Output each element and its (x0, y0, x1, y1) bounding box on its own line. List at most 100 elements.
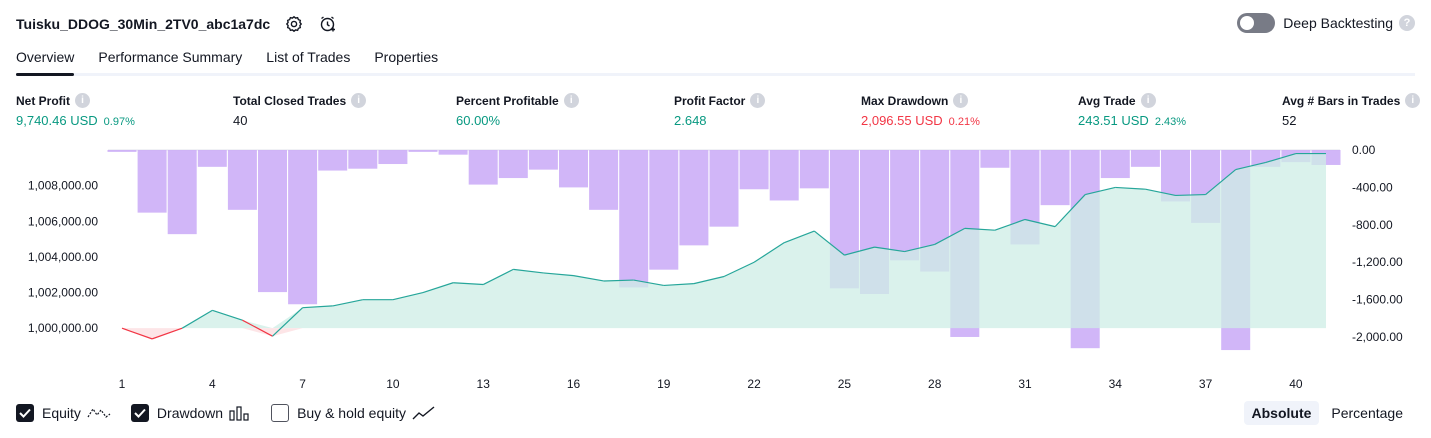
info-icon[interactable]: i (351, 93, 367, 108)
deep-backtesting-label: Deep Backtesting (1283, 15, 1393, 31)
equity-line-segment (633, 279, 664, 287)
drawdown-bar (980, 150, 1010, 168)
left-axis-tick-label: 1,002,000.00 (28, 286, 98, 300)
metric-profit-factor: Profit Factor i 2.648 (674, 93, 766, 128)
metric-net-profit: Net Profit i 9,740.46 USD 0.97% (16, 93, 135, 128)
drawdown-bar (348, 150, 378, 169)
drawdown-bar (1130, 150, 1160, 167)
drawdown-bar (438, 150, 468, 155)
info-icon[interactable]: i (1140, 93, 1156, 108)
info-icon[interactable]: i (75, 93, 90, 108)
metric-label: Net Profit (16, 93, 70, 108)
metric-label: Profit Factor (674, 93, 746, 108)
metric-label: Avg # Bars in Trades (1282, 93, 1401, 108)
info-icon[interactable]: i (750, 93, 766, 108)
equity-line-segment (1054, 194, 1086, 228)
drawdown-label: Drawdown (156, 405, 224, 421)
equity-line-segment (1024, 218, 1056, 228)
equity-checkbox[interactable] (16, 404, 34, 422)
equity-line-segment (663, 283, 694, 287)
drawdown-checkbox[interactable] (130, 404, 149, 422)
drawdown-bar (227, 150, 257, 210)
legend-buy-hold[interactable]: Buy & hold equity (271, 404, 436, 422)
equity-line-segment (934, 227, 966, 245)
tab-bar: Overview Performance Summary List of Tra… (16, 44, 1415, 76)
equity-line-segment (874, 246, 905, 253)
deep-backtesting-help-icon[interactable]: ? (1399, 15, 1415, 31)
drawdown-bar (498, 150, 528, 179)
tab-list-of-trades[interactable]: List of Trades (266, 49, 351, 65)
equity-label: Equity (42, 405, 81, 421)
drawdown-bar (137, 150, 167, 213)
right-axis-tick-label: -2,000.00 (1352, 330, 1403, 344)
equity-line-segment (1205, 169, 1237, 196)
deep-backtesting-toggle[interactable] (1237, 13, 1276, 33)
equity-line-segment (332, 299, 363, 307)
info-icon[interactable]: i (1405, 93, 1421, 108)
metric-value: 2.648 (674, 113, 707, 128)
x-axis-tick-label: 19 (657, 377, 671, 391)
equity-line-segment (573, 275, 604, 282)
drawdown-bar (107, 150, 137, 152)
tab-properties[interactable]: Properties (374, 49, 439, 65)
x-axis-tick-label: 1 (119, 377, 126, 391)
equity-line-segment (813, 230, 845, 256)
settings-gear-icon[interactable] (284, 14, 304, 34)
info-icon[interactable]: i (953, 93, 969, 108)
metric-sub-value: 0.97% (103, 116, 135, 128)
deep-backtesting: Deep Backtesting ? (1237, 13, 1415, 33)
equity-line-segment (121, 327, 153, 340)
add-alert-clock-icon[interactable] (318, 14, 338, 34)
buy-hold-line-icon (412, 405, 436, 421)
drawdown-bar (769, 150, 799, 201)
left-axis-tick-label: 1,006,000.00 (28, 214, 98, 228)
x-axis-tick-label: 4 (209, 377, 216, 391)
equity-line-segment (693, 275, 725, 285)
equity-line-segment (482, 268, 514, 286)
drawdown-bar (318, 150, 348, 171)
percentage-button[interactable]: Percentage (1331, 405, 1403, 421)
metric-avg-trade: Avg Trade i 243.51 USD 2.43% (1078, 93, 1186, 128)
equity-drawdown-chart[interactable]: 1,000,000.00 1,002,000.00 1,004,000.00 1,00… (0, 140, 1431, 395)
equity-area (122, 153, 1326, 329)
drawdown-bar (1040, 150, 1070, 206)
drawdown-bars-icon (229, 405, 251, 421)
metric-percent-profitable: Percent Profitable i 60.00% (456, 93, 579, 128)
equity-line-segment (151, 327, 183, 340)
tab-overview[interactable]: Overview (16, 44, 75, 76)
equity-line-segment (753, 242, 785, 263)
strategy-name: Tuisku_DDOG_30Min_2TV0_abc1a7dc (16, 16, 271, 32)
drawdown-bar (167, 150, 197, 235)
metric-total-closed-trades: Total Closed Trades i 40 (233, 93, 367, 128)
metric-sub-value: 0.21% (948, 116, 980, 128)
equity-line-segment (513, 268, 544, 274)
equity-line-segment (453, 282, 484, 286)
drawdown-bar (288, 150, 318, 305)
absolute-button[interactable]: Absolute (1243, 401, 1320, 425)
equity-line-segment (1145, 188, 1176, 197)
metric-label: Avg Trade (1078, 93, 1136, 108)
left-axis-tick-label: 1,008,000.00 (28, 179, 98, 193)
buy-hold-checkbox[interactable] (271, 404, 290, 422)
x-axis-tick-label: 7 (299, 377, 306, 391)
equity-line-segment (1115, 186, 1146, 190)
drawdown-bar (709, 150, 739, 227)
equity-loss-area (122, 328, 1326, 339)
info-icon[interactable]: i (563, 93, 579, 108)
x-axis-tick-label: 34 (1109, 377, 1123, 391)
drawdown-bar (468, 150, 498, 185)
equity-line-segment (994, 218, 1026, 231)
equity-line-segment (603, 279, 634, 282)
legend-equity[interactable]: Equity (16, 404, 111, 422)
metric-max-drawdown: Max Drawdown i 2,096.55 USD 0.21% (861, 93, 980, 128)
equity-line-segment (844, 246, 875, 256)
drawdown-bar (528, 150, 558, 170)
equity-line-segment (272, 307, 304, 337)
left-axis-tick-label: 1,000,000.00 (28, 321, 98, 335)
equity-line-icon (87, 405, 111, 421)
tab-performance-summary[interactable]: Performance Summary (98, 49, 243, 65)
legend-drawdown[interactable]: Drawdown (130, 404, 251, 422)
drawdown-bar (679, 150, 709, 246)
metric-label: Max Drawdown (861, 93, 949, 108)
right-axis-tick-label: -800.00 (1352, 218, 1393, 232)
